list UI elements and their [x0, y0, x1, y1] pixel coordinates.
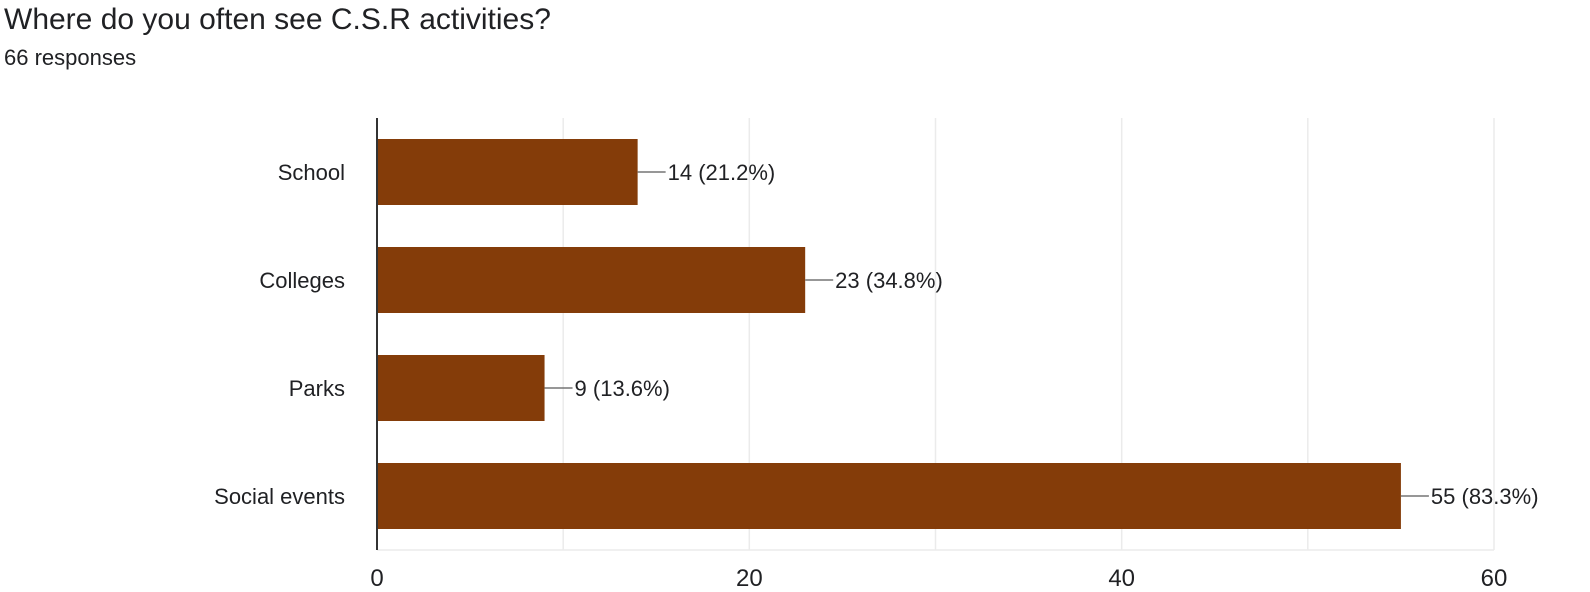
response-count: 66 responses	[4, 45, 137, 70]
data-label: 9 (13.6%)	[575, 376, 670, 401]
category-label: Social events	[214, 484, 345, 509]
bar-school	[377, 139, 638, 205]
x-tick-label: 40	[1108, 565, 1135, 592]
bar-colleges	[377, 247, 806, 313]
data-label: 14 (21.2%)	[668, 160, 776, 185]
category-label: Parks	[289, 376, 345, 401]
x-tick-label: 0	[370, 565, 383, 592]
x-tick-label: 20	[736, 565, 763, 592]
bar-parks	[377, 355, 545, 421]
category-label: Colleges	[259, 268, 345, 293]
x-tick-label: 60	[1481, 565, 1508, 592]
chart-title: Where do you often see C.S.R activities?	[4, 3, 551, 36]
category-label: School	[278, 160, 345, 185]
data-label: 55 (83.3%)	[1431, 484, 1539, 509]
bar-social-events	[377, 463, 1401, 529]
data-label: 23 (34.8%)	[835, 268, 943, 293]
